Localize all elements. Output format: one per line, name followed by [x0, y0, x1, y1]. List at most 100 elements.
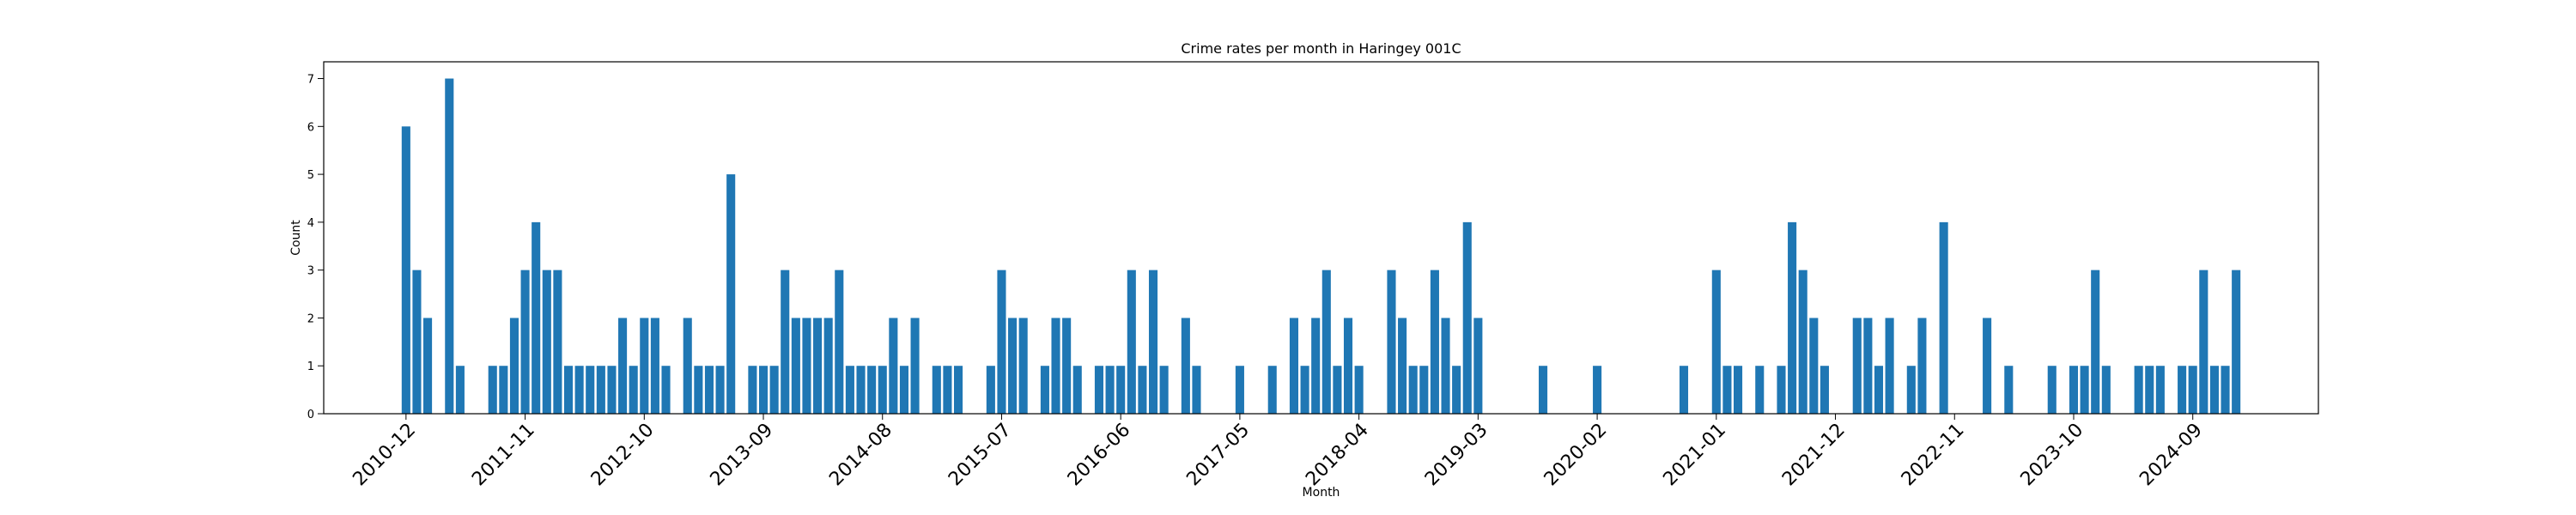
x-tick-label: 2019-03 — [1421, 420, 1492, 491]
bar-2013-03 — [694, 366, 703, 414]
bar-2014-08 — [878, 366, 887, 414]
bar-2015-06 — [986, 366, 995, 414]
bar-2015-02 — [943, 366, 952, 414]
bar-2016-06 — [1116, 366, 1126, 414]
bar-2015-12 — [1051, 318, 1060, 414]
bar-2020-10 — [1679, 366, 1689, 414]
bar-2012-04 — [574, 366, 584, 414]
bar-2012-03 — [563, 366, 574, 414]
bar-2023-08 — [2047, 366, 2057, 414]
bar-2013-12 — [791, 318, 800, 414]
bar-2018-12 — [1441, 318, 1450, 414]
bar-2021-05 — [1755, 366, 1765, 414]
bar-2023-04 — [2004, 366, 2014, 414]
bar-2014-01 — [802, 318, 811, 414]
bar-2015-07 — [997, 270, 1006, 414]
bar-2018-04 — [1354, 366, 1364, 414]
bar-2014-04 — [835, 270, 844, 414]
bar-2012-06 — [596, 366, 605, 414]
bar-2016-12 — [1181, 318, 1190, 414]
y-tick-label: 6 — [307, 121, 314, 134]
bar-2022-04 — [1874, 366, 1884, 414]
y-axis: 0 1 2 3 4 5 6 7 — [307, 74, 324, 421]
x-tick-label: 2014-08 — [825, 420, 896, 491]
y-axis-label: Count — [289, 220, 303, 256]
y-tick-label: 0 — [307, 409, 314, 421]
x-tick-label: 2016-06 — [1064, 420, 1135, 491]
y-tick-label: 4 — [307, 217, 314, 230]
bar-2021-07 — [1777, 366, 1786, 414]
bar-2024-06 — [2155, 366, 2165, 414]
bar-2015-08 — [1008, 318, 1018, 414]
bar-2019-02 — [1462, 221, 1472, 414]
bar-2013-04 — [704, 366, 714, 414]
bar-2024-05 — [2145, 366, 2154, 414]
bar-2024-01 — [2101, 366, 2111, 414]
bar-2014-06 — [856, 366, 866, 414]
x-axis-label: Month — [1303, 486, 1340, 500]
x-tick-label: 2011-11 — [468, 420, 539, 491]
bar-2011-10 — [509, 318, 519, 414]
bar-2022-10 — [1939, 221, 1948, 414]
bar-2011-09 — [499, 366, 508, 414]
bar-2013-05 — [715, 366, 725, 414]
bar-2012-01 — [542, 270, 551, 414]
bar-2022-02 — [1852, 318, 1862, 414]
bar-2011-04 — [445, 78, 454, 415]
bar-2018-02 — [1333, 366, 1342, 414]
bar-2012-07 — [607, 366, 617, 414]
bar-2023-11 — [2080, 366, 2089, 414]
bar-2022-05 — [1885, 318, 1894, 414]
bar-2014-03 — [823, 318, 833, 414]
bar-2017-05 — [1235, 366, 1244, 414]
bar-2021-03 — [1733, 366, 1743, 414]
bar-2023-12 — [2091, 270, 2100, 414]
bar-2014-07 — [867, 366, 877, 414]
bar-2021-01 — [1711, 270, 1721, 414]
bar-2021-10 — [1809, 318, 1819, 414]
plot-frame — [323, 61, 2319, 415]
chart-title: Crime rates per month in Haringey 001C — [1181, 40, 1461, 57]
bar-2022-08 — [1917, 318, 1927, 414]
bar-2016-07 — [1127, 270, 1136, 414]
bar-2024-04 — [2134, 366, 2143, 414]
x-tick-label: 2021-01 — [1659, 420, 1730, 491]
bar-2013-02 — [683, 318, 692, 414]
bar-2011-11 — [520, 270, 530, 414]
bar-2012-11 — [650, 318, 659, 414]
bar-2019-01 — [1452, 366, 1461, 414]
bar-2014-02 — [813, 318, 823, 414]
bar-2016-02 — [1072, 366, 1082, 414]
bar-2013-08 — [748, 366, 757, 414]
bar-2016-05 — [1105, 366, 1115, 414]
bar-2012-02 — [553, 270, 562, 414]
bar-2018-09 — [1408, 366, 1418, 414]
bar-2011-05 — [455, 366, 465, 414]
bar-2021-09 — [1798, 270, 1807, 414]
bar-2015-09 — [1018, 318, 1028, 414]
bar-2016-01 — [1062, 318, 1072, 414]
x-tick-label: 2018-04 — [1302, 420, 1373, 491]
bar-2024-11 — [2209, 366, 2219, 414]
x-tick-label: 2015-07 — [945, 420, 1016, 491]
bar-2024-12 — [2221, 366, 2230, 414]
bar-2019-09 — [1538, 366, 1548, 414]
bar-2023-02 — [1983, 318, 1992, 414]
bar-2019-03 — [1473, 318, 1483, 414]
bar-2016-09 — [1148, 270, 1158, 414]
y-tick-label: 5 — [307, 169, 314, 182]
bar-2015-01 — [932, 366, 941, 414]
bar-2017-12 — [1311, 318, 1321, 414]
bars-group — [401, 78, 2241, 415]
y-tick-label: 2 — [307, 312, 314, 325]
bar-2013-06 — [726, 174, 736, 414]
bar-2024-10 — [2199, 270, 2208, 414]
bar-2013-09 — [758, 366, 769, 414]
bar-2014-10 — [899, 366, 909, 414]
x-tick-label: 2010-12 — [349, 420, 420, 491]
bar-2012-09 — [629, 366, 638, 414]
bar-2024-08 — [2178, 366, 2187, 414]
bar-2014-11 — [910, 318, 920, 414]
bar-2012-05 — [586, 366, 595, 414]
